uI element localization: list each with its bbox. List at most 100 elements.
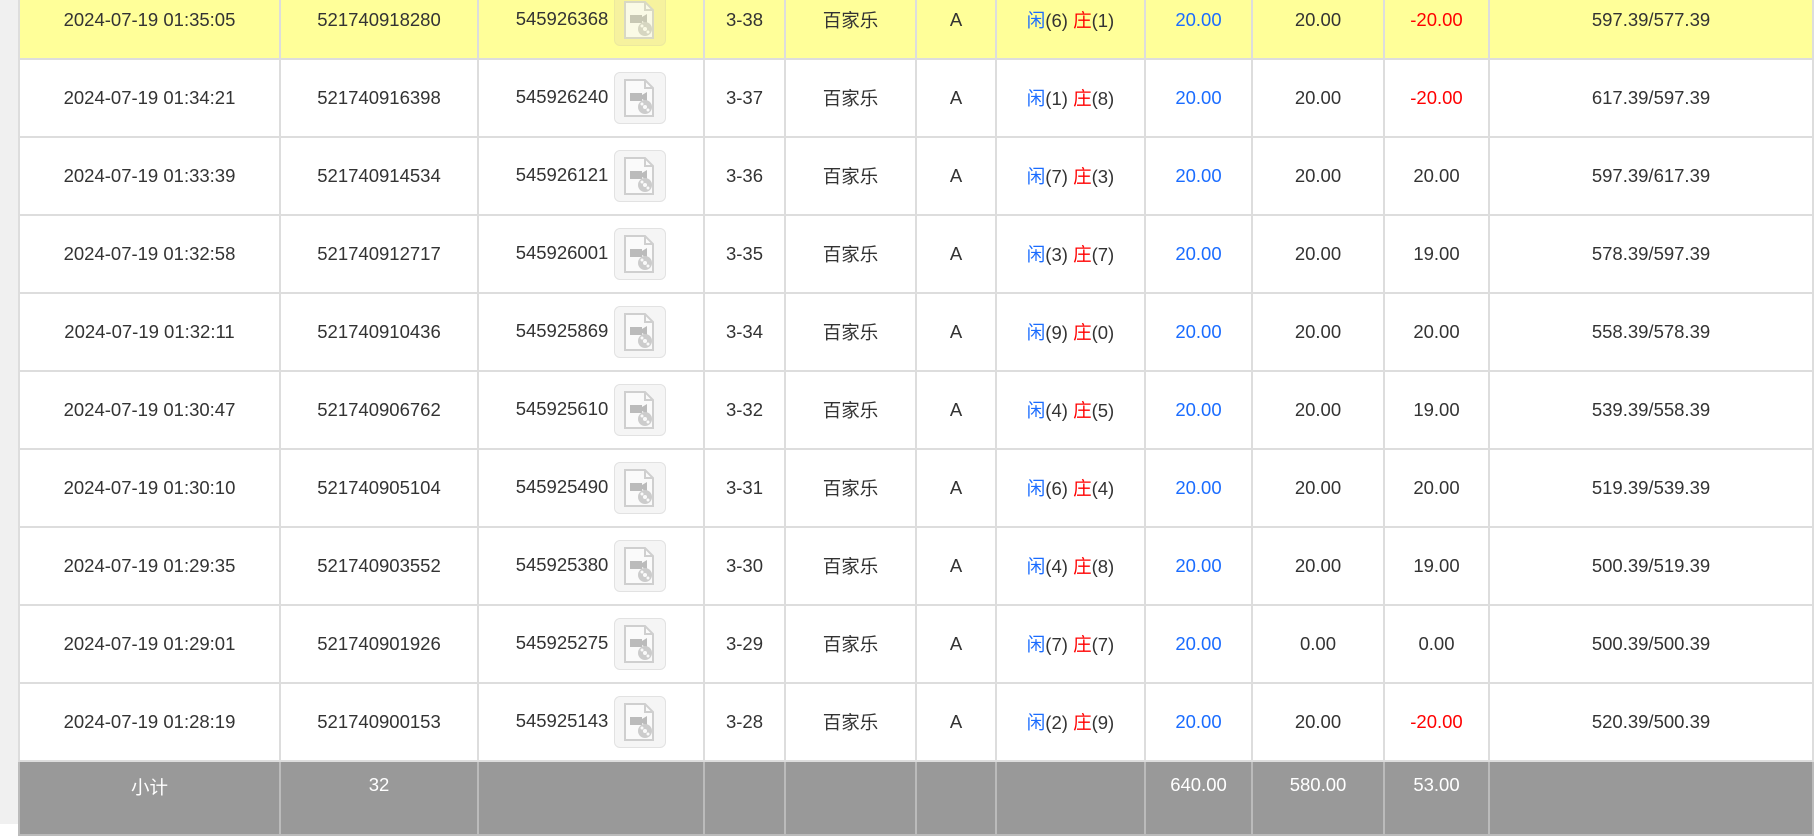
bet-amount: 20.00: [1144, 0, 1253, 60]
bet-id: 521740906762: [279, 370, 479, 450]
bet-id: 521740900153: [279, 682, 479, 762]
player-points: (1): [1045, 88, 1068, 109]
game-name: 百家乐: [784, 448, 917, 528]
valid-bet: 20.00: [1251, 0, 1385, 60]
round-id: 545925869: [515, 319, 609, 341]
table-name: A: [915, 214, 997, 294]
balance: 578.39/597.39: [1488, 214, 1814, 294]
banker-label: 庄: [1073, 244, 1092, 265]
bet-time: 2024-07-19 01:34:21: [18, 58, 281, 138]
game-name: 百家乐: [784, 682, 917, 762]
shoe-number: 3-30: [703, 526, 786, 606]
valid-bet: 20.00: [1251, 526, 1385, 606]
player-points: (7): [1045, 166, 1068, 187]
table-row: 2024-07-19 01:33:39 521740914534 5459261…: [18, 136, 1814, 216]
table-name: A: [915, 604, 997, 684]
win-loss: -20.00: [1383, 58, 1490, 138]
video-replay-icon[interactable]: [614, 462, 667, 514]
bet-amount: 20.00: [1144, 526, 1253, 606]
video-replay-icon[interactable]: [614, 696, 667, 748]
banker-points: (8): [1091, 556, 1115, 577]
player-label: 闲: [1026, 244, 1046, 265]
game-name: 百家乐: [784, 526, 917, 606]
video-replay-icon[interactable]: [614, 618, 667, 670]
video-replay-icon[interactable]: [614, 306, 667, 358]
player-label: 闲: [1026, 322, 1046, 343]
bet-amount: 20.00: [1144, 370, 1253, 450]
balance: 519.39/539.39: [1488, 448, 1814, 528]
balance: 539.39/558.39: [1488, 370, 1814, 450]
result: 闲(7) 庄(7): [995, 604, 1146, 684]
bet-id: 521740910436: [279, 292, 479, 372]
table-row: 2024-07-19 01:29:35 521740903552 5459253…: [18, 526, 1814, 606]
table-row: 2024-07-19 01:29:01 521740901926 5459252…: [18, 604, 1814, 684]
shoe-number: 3-31: [703, 448, 786, 528]
bet-time: 2024-07-19 01:28:19: [18, 682, 281, 762]
video-replay-icon[interactable]: [614, 540, 667, 592]
player-label: 闲: [1026, 88, 1046, 109]
bet-amount: 20.00: [1144, 448, 1253, 528]
player-points: (2): [1045, 712, 1068, 733]
win-loss: -20.00: [1383, 0, 1490, 60]
balance: 558.39/578.39: [1488, 292, 1814, 372]
table-row: 2024-07-19 01:35:05 521740918280 5459263…: [18, 0, 1814, 60]
win-loss: 19.00: [1383, 370, 1490, 450]
round-id: 545925143: [515, 709, 609, 731]
table-row: 2024-07-19 01:34:21 521740916398 5459262…: [18, 58, 1814, 138]
video-replay-icon[interactable]: [614, 150, 667, 202]
table-row: 2024-07-19 01:30:47 521740906762 5459256…: [18, 370, 1814, 450]
player-label: 闲: [1026, 712, 1046, 733]
subtotal-valid: 580.00: [1251, 760, 1385, 836]
bet-id: 521740916398: [279, 58, 479, 138]
shoe-number: 3-28: [703, 682, 786, 762]
left-gutter: [0, 0, 18, 824]
bet-time: 2024-07-19 01:29:35: [18, 526, 281, 606]
bet-id: 521740918280: [279, 0, 479, 60]
bet-amount: 20.00: [1144, 214, 1253, 294]
bet-id: 521740903552: [279, 526, 479, 606]
game-name: 百家乐: [784, 58, 917, 138]
win-loss: 20.00: [1383, 136, 1490, 216]
player-label: 闲: [1026, 556, 1046, 577]
shoe-number: 3-32: [703, 370, 786, 450]
result: 闲(6) 庄(1): [995, 0, 1146, 60]
video-replay-icon[interactable]: [614, 384, 667, 436]
bet-time: 2024-07-19 01:29:01: [18, 604, 281, 684]
banker-points: (0): [1091, 322, 1115, 343]
banker-points: (4): [1091, 478, 1115, 499]
player-label: 闲: [1026, 166, 1046, 187]
balance: 597.39/577.39: [1488, 0, 1814, 60]
bet-time: 2024-07-19 01:30:10: [18, 448, 281, 528]
valid-bet: 20.00: [1251, 136, 1385, 216]
video-replay-icon[interactable]: [614, 0, 667, 46]
bet-records-table: 2024-07-19 01:35:05 521740918280 5459263…: [18, 0, 1814, 836]
subtotal-row: 小计 32 640.00 580.00 53.00: [18, 760, 1814, 836]
table-name: A: [915, 526, 997, 606]
banker-label: 庄: [1073, 712, 1092, 733]
subtotal-bet: 640.00: [1144, 760, 1253, 836]
shoe-number: 3-35: [703, 214, 786, 294]
balance: 500.39/500.39: [1488, 604, 1814, 684]
round-id: 545925490: [515, 475, 609, 497]
table-name: A: [915, 448, 997, 528]
table-row: 2024-07-19 01:32:11 521740910436 5459258…: [18, 292, 1814, 372]
table-row: 2024-07-19 01:28:19 521740900153 5459251…: [18, 682, 1814, 762]
banker-points: (5): [1091, 400, 1115, 421]
game-name: 百家乐: [784, 292, 917, 372]
banker-label: 庄: [1073, 88, 1092, 109]
video-replay-icon[interactable]: [614, 72, 667, 124]
video-replay-icon[interactable]: [614, 228, 667, 280]
valid-bet: 20.00: [1251, 370, 1385, 450]
banker-points: (7): [1091, 634, 1115, 655]
banker-label: 庄: [1073, 322, 1092, 343]
result: 闲(2) 庄(9): [995, 682, 1146, 762]
game-name: 百家乐: [784, 0, 917, 60]
player-points: (6): [1045, 10, 1068, 31]
banker-points: (9): [1091, 712, 1115, 733]
balance: 500.39/519.39: [1488, 526, 1814, 606]
round-id: 545926001: [515, 241, 609, 263]
banker-label: 庄: [1073, 10, 1092, 31]
valid-bet: 20.00: [1251, 448, 1385, 528]
game-name: 百家乐: [784, 136, 917, 216]
shoe-number: 3-29: [703, 604, 786, 684]
